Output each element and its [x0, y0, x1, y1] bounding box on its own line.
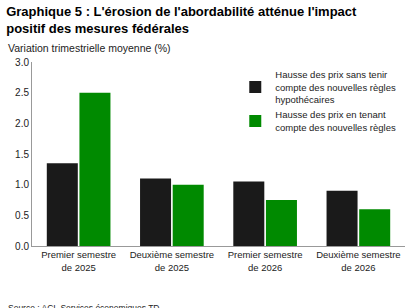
svg-text:1.0: 1.0 — [15, 179, 29, 190]
svg-text:Graphique 5 : L'érosion de l'a: Graphique 5 : L'érosion de l'abordabilit… — [6, 4, 357, 36]
svg-text:Hausse des prix sans tenircomp: Hausse des prix sans tenircompte des nou… — [275, 69, 396, 105]
svg-text:3.0: 3.0 — [15, 57, 29, 68]
svg-text:Premier semestrede 2026: Premier semestrede 2026 — [228, 249, 303, 272]
svg-text:Deuxième semestrede 2026: Deuxième semestrede 2026 — [316, 249, 400, 272]
svg-text:1.5: 1.5 — [15, 149, 29, 160]
svg-text:Hausse des prix en tenantcompt: Hausse des prix en tenantcompte des nouv… — [275, 109, 396, 132]
svg-text:0.5: 0.5 — [15, 210, 29, 221]
svg-text:Source : ACI, Services économi: Source : ACI, Services économiques TD. — [8, 303, 162, 308]
svg-text:2.5: 2.5 — [15, 87, 29, 98]
svg-text:Deuxième semestrede 2025: Deuxième semestrede 2025 — [130, 249, 214, 272]
svg-text:0.0: 0.0 — [15, 241, 29, 252]
svg-text:2.0: 2.0 — [15, 118, 29, 129]
svg-text:Premier semestrede 2025: Premier semestrede 2025 — [41, 249, 116, 272]
svg-text:Variation trimestrielle moyenn: Variation trimestrielle moyenne (%) — [8, 42, 171, 54]
